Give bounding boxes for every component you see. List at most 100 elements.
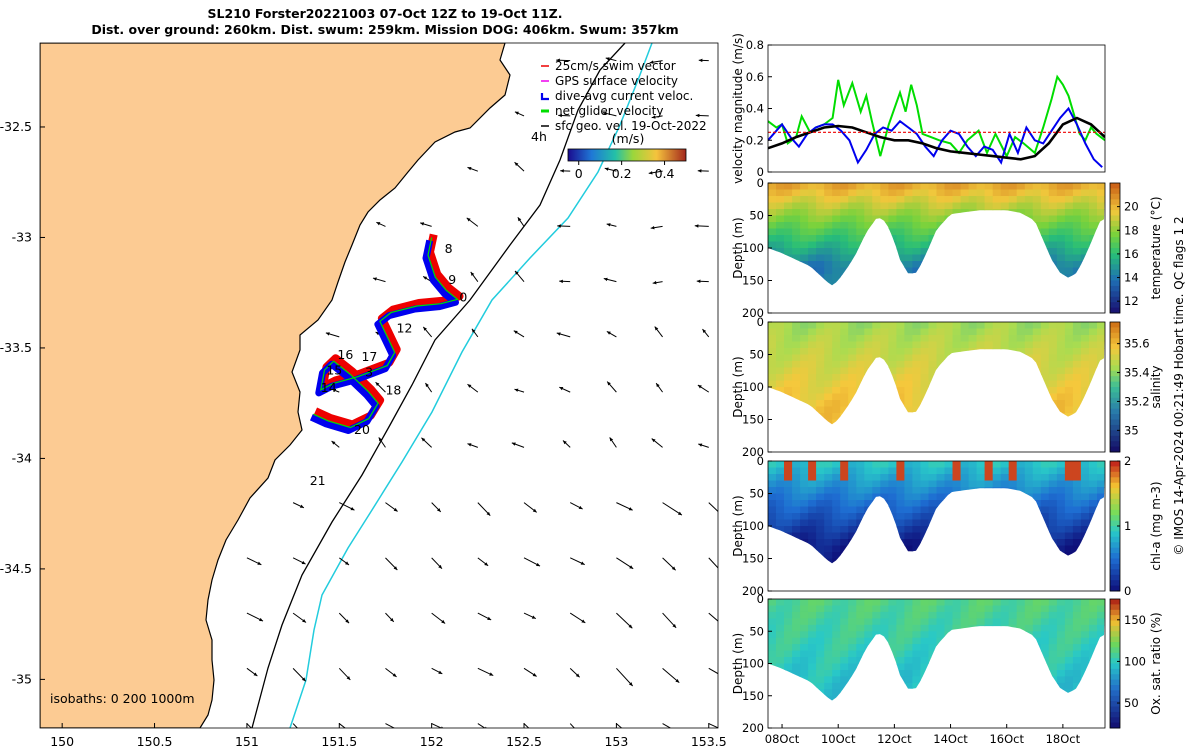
section-cell [928,467,938,475]
section-cell [904,183,913,191]
section-cell [880,631,889,639]
section-cell [1072,261,1082,269]
section-cell [816,367,825,375]
section-cell [912,618,921,626]
section-cell [848,354,857,362]
depth-tick-label: 50 [749,348,764,362]
section-cell [1072,493,1082,501]
current-arrow-head [559,387,564,391]
section-cell [888,624,897,632]
section-cell [768,480,777,488]
section-cell [848,506,857,514]
section-cell [1064,215,1074,223]
section-cell [1080,380,1090,388]
section-cell [776,241,785,249]
current-arrow [650,225,663,230]
section-cell [1089,506,1098,514]
legend-label: 25cm/s swim vector [555,59,676,73]
section-cell [1040,487,1050,495]
section-cell [1000,341,1010,349]
time-x-tick-label: 12Oct [877,732,912,746]
current-arrow-head [436,508,441,512]
section-cell [928,624,938,632]
section-cell [920,506,930,514]
section-cell [800,532,809,540]
colorbar-segment [1110,332,1120,339]
section-cell [856,480,865,488]
legend-label: GPS surface velocity [555,74,678,88]
section-cell [1097,183,1105,191]
section-cell [848,393,857,401]
section-cell [912,532,921,540]
section-cell [880,624,889,632]
section-cell [776,637,785,645]
current-arrow [431,557,443,570]
section-cell [1048,341,1058,349]
section-cell [896,367,905,375]
section-cell [1000,183,1010,191]
section-cell [1080,196,1090,204]
section-cell [1016,183,1026,191]
section-cell [1072,487,1082,495]
section-cell [824,611,833,619]
section-cell [912,461,921,469]
section-cell [1064,532,1074,540]
section-cell [832,387,841,395]
section-cell [824,202,833,210]
section-cell [1040,189,1050,197]
depth-tick-label: 0 [757,176,764,190]
section-cell [1016,487,1026,495]
section-cell [1056,335,1066,343]
section-cell [880,605,889,613]
section-cell [1040,506,1050,514]
depth-tick-label: 0 [757,315,764,329]
current-arrow-shaft [708,667,718,675]
section-cell [872,487,881,495]
section-cell [856,644,865,652]
section-cell [784,624,793,632]
section-cell [1080,461,1090,469]
section-cell [808,228,817,236]
section-cell [1024,461,1034,469]
section-cell [888,341,897,349]
section-cell [1000,202,1010,210]
current-arrow [557,224,571,228]
current-arrow [513,330,525,338]
section-cell [992,322,1002,330]
section-cell [1056,532,1066,540]
section-cell [808,361,817,369]
section-cell [1072,387,1082,395]
section-cell [968,467,978,475]
current-arrow-head [471,328,476,333]
section-cell [1072,248,1082,256]
section-cell [776,361,785,369]
current-arrow [338,667,351,681]
section-cell [920,209,930,217]
section-cell [848,474,857,482]
section-cell [1016,328,1026,336]
section-cell [912,676,921,684]
section-cell [880,341,889,349]
current-arrow-head [487,616,492,620]
current-arrow-head [376,222,381,226]
colorbar-segment [1110,625,1120,632]
section-cell [824,487,833,495]
section-cell [928,209,938,217]
section-cell [864,348,873,356]
current-arrow [654,326,663,338]
section-cell [1080,657,1090,664]
section-cell [808,215,817,223]
section-cell [896,209,905,217]
colorbar-segment [1110,498,1120,505]
section-cell [912,400,921,408]
section-cell [896,348,905,356]
section-cell [792,618,801,626]
section-cell [1056,513,1066,521]
section-cell [888,599,897,606]
section-cell [1040,599,1050,606]
section-cell [912,183,921,191]
section-cell [896,526,905,534]
section-cell [824,241,833,249]
section-cell [920,657,930,664]
section-cell [912,500,921,508]
